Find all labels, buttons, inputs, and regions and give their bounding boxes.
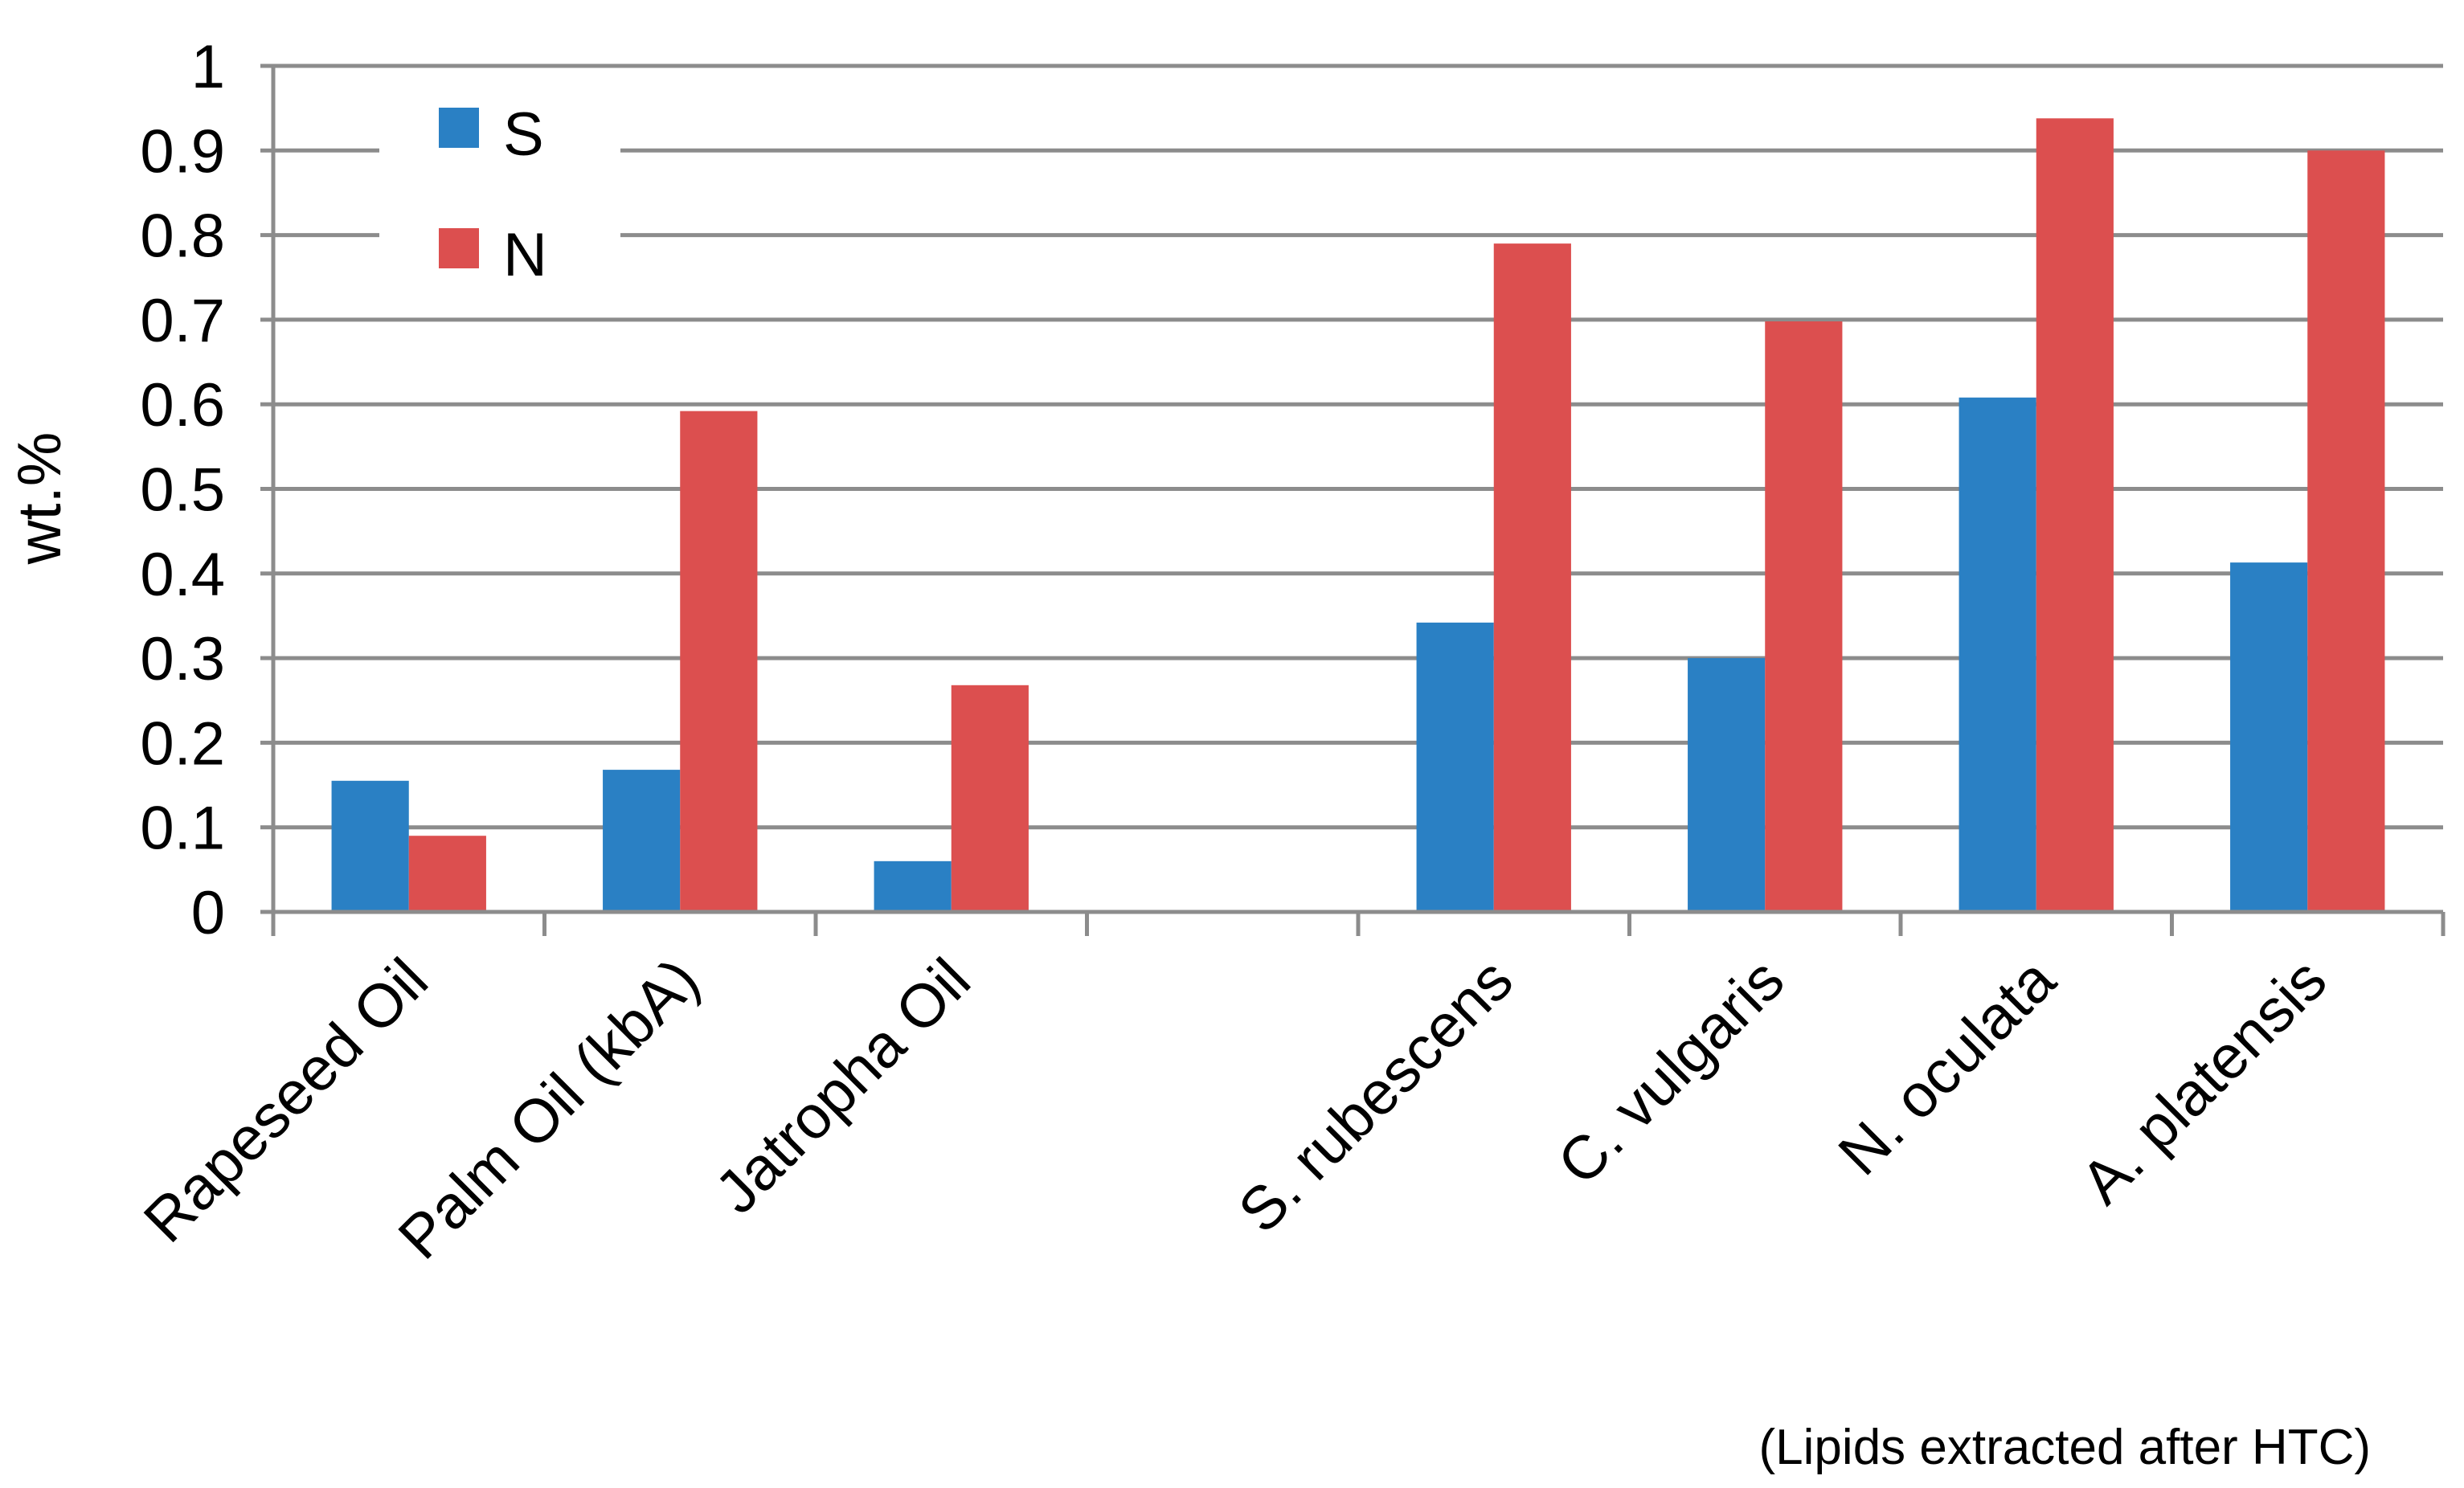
y-tick-label: 0.5 [140, 456, 225, 525]
bar-n-5 [1765, 321, 1843, 913]
legend: S N [379, 93, 620, 289]
y-tick-labels: 0 0.1 0.2 0.3 0.4 0.5 0.6 0.7 0.8 0.9 1 [140, 33, 225, 947]
x-tick-label: A. platensis [2068, 946, 2339, 1217]
x-tick-label: Jatropha Oil [702, 946, 984, 1227]
bar-n-1 [680, 411, 758, 912]
footnote: (Lipids extracted after HTC) [1759, 1420, 2371, 1475]
bar-s-0 [331, 780, 409, 912]
axes [271, 66, 2446, 936]
bar-n-0 [408, 836, 486, 912]
bar-s-4 [1416, 622, 1494, 912]
legend-swatch-s [439, 108, 479, 148]
y-tick-label: 0.8 [140, 202, 225, 271]
bar-n-7 [2307, 150, 2385, 913]
x-tick-label: S. rubescens [1226, 946, 1526, 1246]
bar-s-1 [603, 770, 681, 912]
bars [331, 118, 2385, 913]
x-tick-label: C. vulgaris [1545, 946, 1797, 1198]
bar-n-6 [2036, 118, 2114, 912]
y-tick-label: 1 [191, 33, 225, 101]
y-tick-label: 0.1 [140, 795, 225, 863]
bar-s-5 [1688, 658, 1766, 912]
bar-n-4 [1493, 243, 1571, 912]
legend-label-n: N [503, 221, 547, 289]
legend-box [379, 93, 620, 286]
y-tick-label: 0.6 [140, 371, 225, 439]
bar-s-6 [1959, 397, 2036, 912]
y-tick-label: 0.4 [140, 541, 225, 609]
y-tick-label: 0.7 [140, 287, 225, 355]
bar-s-2 [874, 861, 952, 912]
bar-n-2 [951, 685, 1029, 912]
legend-label-s: S [503, 100, 544, 169]
bar-s-7 [2230, 562, 2308, 912]
y-tick-label: 0.9 [140, 117, 225, 186]
y-tick-label: 0.2 [140, 709, 225, 778]
x-tick-label: Rapeseed Oil [131, 946, 441, 1256]
y-tick-label: 0 [191, 879, 225, 947]
y-tick-label: 0.3 [140, 625, 225, 693]
x-tick-label: N. oculata [1826, 945, 2069, 1188]
y-axis-label: wt.% [6, 432, 74, 566]
legend-swatch-n [439, 228, 479, 268]
